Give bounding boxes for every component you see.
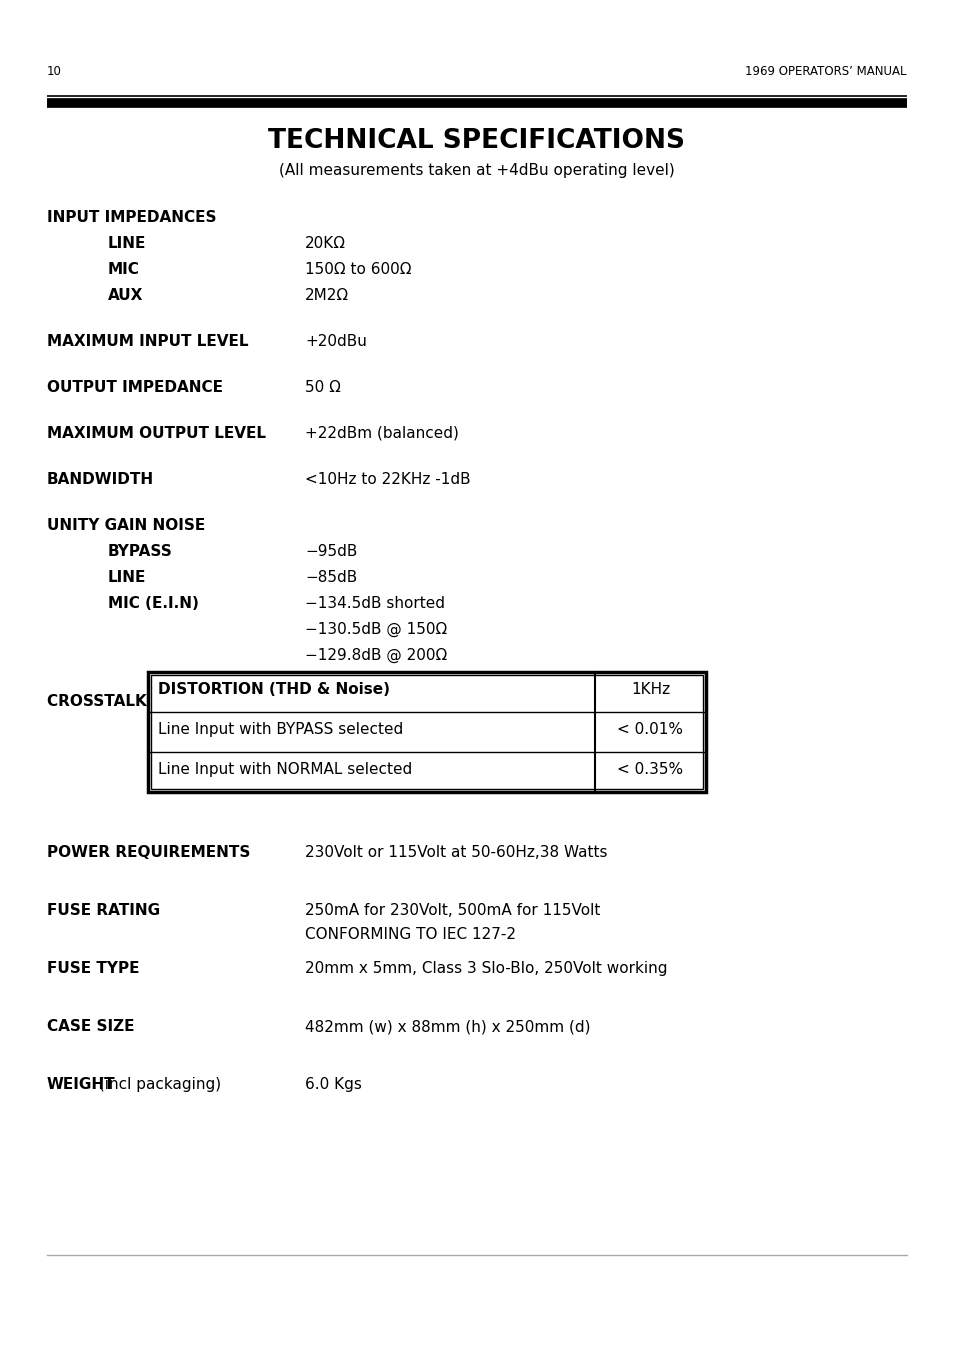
Text: Line Input with BYPASS selected: Line Input with BYPASS selected (158, 722, 403, 737)
Text: 230Volt or 115Volt at 50-60Hz,38 Watts: 230Volt or 115Volt at 50-60Hz,38 Watts (305, 845, 607, 860)
Text: MIC (E.I.N): MIC (E.I.N) (108, 595, 198, 612)
Text: +20dBu: +20dBu (305, 333, 367, 350)
Text: 20KΩ: 20KΩ (305, 236, 346, 251)
Text: 250mA for 230Volt, 500mA for 115Volt: 250mA for 230Volt, 500mA for 115Volt (305, 903, 599, 918)
Text: MAXIMUM INPUT LEVEL: MAXIMUM INPUT LEVEL (47, 333, 248, 350)
Text: (All measurements taken at +4dBu operating level): (All measurements taken at +4dBu operati… (279, 163, 674, 178)
Text: UNITY GAIN NOISE: UNITY GAIN NOISE (47, 518, 205, 533)
Text: BYPASS: BYPASS (108, 544, 172, 559)
Text: < 0.01%: < 0.01% (617, 722, 682, 737)
Text: TECHNICAL SPECIFICATIONS: TECHNICAL SPECIFICATIONS (268, 128, 685, 154)
Text: 482mm (w) x 88mm (h) x 250mm (d): 482mm (w) x 88mm (h) x 250mm (d) (305, 1019, 590, 1034)
Text: Line Input with NORMAL selected: Line Input with NORMAL selected (158, 761, 412, 778)
Text: 10: 10 (47, 65, 62, 78)
Text: 1969 OPERATORS’ MANUAL: 1969 OPERATORS’ MANUAL (744, 65, 906, 78)
Text: FUSE RATING: FUSE RATING (47, 903, 160, 918)
Text: FUSE TYPE: FUSE TYPE (47, 961, 139, 976)
Text: LINE: LINE (108, 570, 146, 585)
Text: CROSSTALK (All Channels): CROSSTALK (All Channels) (47, 694, 272, 709)
Text: POWER REQUIREMENTS: POWER REQUIREMENTS (47, 845, 250, 860)
Text: <10Hz to 22KHz -1dB: <10Hz to 22KHz -1dB (305, 472, 470, 487)
Text: −95dB: −95dB (305, 544, 357, 559)
Text: MAXIMUM OUTPUT LEVEL: MAXIMUM OUTPUT LEVEL (47, 427, 266, 441)
Text: CASE SIZE: CASE SIZE (47, 1019, 134, 1034)
Text: −85dB: −85dB (305, 570, 356, 585)
Text: −134.5dB shorted: −134.5dB shorted (305, 595, 444, 612)
Text: 20mm x 5mm, Class 3 Slo-Blo, 250Volt working: 20mm x 5mm, Class 3 Slo-Blo, 250Volt wor… (305, 961, 667, 976)
Text: 6.0 Kgs: 6.0 Kgs (305, 1077, 361, 1092)
Text: BANDWIDTH: BANDWIDTH (47, 472, 154, 487)
Text: AUX: AUX (108, 288, 143, 302)
Text: DISTORTION (THD & Noise): DISTORTION (THD & Noise) (158, 682, 390, 697)
Text: CONFORMING TO IEC 127-2: CONFORMING TO IEC 127-2 (305, 927, 516, 942)
Bar (151, 675, 702, 788)
Text: Better than 80dB: Better than 80dB (305, 694, 436, 709)
Text: WEIGHT: WEIGHT (47, 1077, 115, 1092)
Text: 1KHz: 1KHz (630, 682, 669, 697)
Bar (148, 672, 705, 792)
Text: −129.8dB @ 200Ω: −129.8dB @ 200Ω (305, 648, 447, 663)
Text: OUTPUT IMPEDANCE: OUTPUT IMPEDANCE (47, 379, 223, 396)
Text: +22dBm (balanced): +22dBm (balanced) (305, 427, 458, 441)
Text: LINE: LINE (108, 236, 146, 251)
Text: −130.5dB @ 150Ω: −130.5dB @ 150Ω (305, 622, 447, 637)
Text: 50 Ω: 50 Ω (305, 379, 340, 396)
Text: MIC: MIC (108, 262, 140, 277)
Text: < 0.35%: < 0.35% (617, 761, 683, 778)
Text: (incl packaging): (incl packaging) (93, 1077, 221, 1092)
Text: 150Ω to 600Ω: 150Ω to 600Ω (305, 262, 411, 277)
Text: 2M2Ω: 2M2Ω (305, 288, 349, 302)
Text: INPUT IMPEDANCES: INPUT IMPEDANCES (47, 211, 216, 225)
